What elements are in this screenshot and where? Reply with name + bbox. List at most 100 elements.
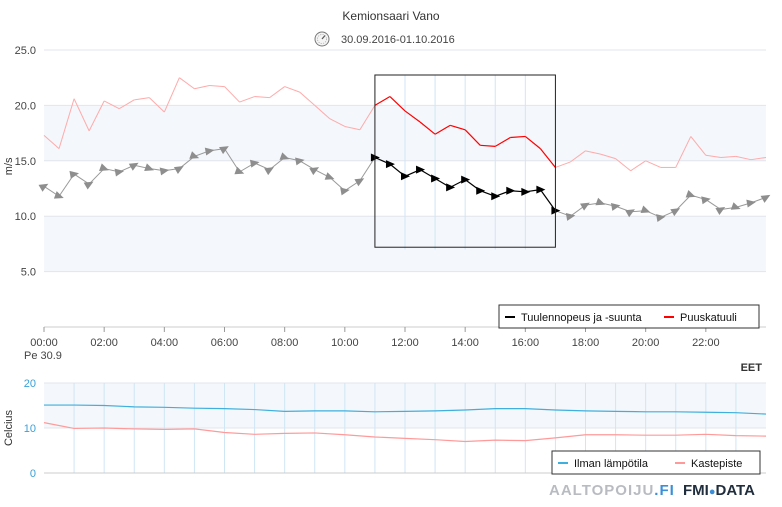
wind-direction-arrow (685, 190, 696, 198)
wind-direction-arrow (461, 175, 471, 184)
wind-direction-arrow (565, 212, 576, 221)
wind-direction-arrow (551, 206, 561, 215)
gust-segment (284, 86, 300, 93)
wind-speed-segment (88, 168, 105, 185)
wind-plot-y-ticks: 5.0 10.0 15.0 20.0 25.0 (15, 45, 36, 279)
temperature-legend-label: Kastepiste (691, 458, 742, 470)
gust-segment (314, 105, 331, 120)
wind-x-tick: 02:00 (90, 337, 118, 349)
gust-segment (103, 100, 120, 110)
temperature-y-axis-label: Celcius (3, 409, 15, 446)
temperature-legend-box (551, 450, 761, 475)
wind-direction-arrow (746, 199, 756, 208)
gust-segment (600, 153, 616, 160)
temperature-y-tick: 20 (24, 378, 36, 390)
wind-x-tick: 22:00 (692, 337, 720, 349)
gust-segment (449, 124, 466, 131)
wind-direction-arrow (295, 157, 305, 166)
wind-direction-arrow (234, 166, 245, 175)
wind-direction-arrow (640, 205, 651, 214)
temperature-y-tick: 0 (30, 468, 36, 480)
wind-x-tick: 18:00 (572, 337, 600, 349)
gust-segment (645, 160, 661, 168)
gust-segment (269, 86, 285, 99)
wind-y-tick: 5.0 (21, 267, 36, 279)
wind-x-tick: 12:00 (391, 337, 419, 349)
wind-direction-arrow (128, 162, 139, 171)
gust-segment (419, 121, 436, 135)
wind-x-tick: 14:00 (451, 337, 479, 349)
gust-segment (555, 161, 571, 168)
wind-direction-arrow (401, 172, 410, 181)
wind-direction-arrow (670, 208, 681, 217)
wind-direction-arrow (536, 185, 546, 194)
gust-segment (209, 84, 225, 88)
wind-direction-arrow (189, 151, 200, 159)
x-axis-date-label: Pe 30.9 (24, 350, 62, 362)
timezone-label: EET (741, 362, 763, 374)
gust-segment (224, 86, 240, 103)
wind-x-tick: 04:00 (151, 337, 179, 349)
gust-segment (735, 155, 752, 161)
wind-y-tick: 15.0 (15, 156, 36, 168)
temperature-plot: 0 10 20 Celcius Ilman lämpötila Kastepiste (3, 378, 767, 480)
gust-segment (148, 97, 165, 113)
wind-direction-arrow (416, 165, 426, 174)
gust-segment (374, 96, 391, 106)
gust-segment (58, 98, 75, 149)
air-temperature-line (44, 404, 767, 415)
gust-segment (179, 77, 195, 90)
gust-segment (134, 97, 150, 101)
wind-x-tick: 00:00 (30, 337, 58, 349)
wind-direction-arrow (324, 172, 335, 180)
gust-segment (630, 160, 646, 172)
gust-segment (570, 150, 586, 163)
wind-direction-arrow (701, 196, 711, 205)
gust-segment (524, 135, 541, 150)
gust-segment (494, 137, 511, 147)
gust-segment (510, 135, 526, 139)
wind-direction-arrow (385, 160, 395, 169)
gust-segment (254, 96, 270, 99)
wind-speed-segment (675, 194, 692, 212)
highlight-window (374, 74, 556, 248)
wind-x-tick: 06:00 (211, 337, 239, 349)
dew-point-line (43, 422, 767, 443)
wind-direction-arrow (69, 170, 80, 179)
gust-segment (194, 84, 210, 90)
wind-direction-arrow (354, 178, 365, 187)
gust-segment (480, 144, 496, 147)
wind-direction-arrow (114, 168, 125, 177)
wind-direction-arrow (279, 152, 290, 160)
wind-direction-arrow (625, 209, 635, 218)
wind-direction-arrow (446, 183, 456, 192)
gust-segment (118, 99, 135, 110)
wind-direction-arrow (506, 186, 516, 195)
wind-plot-hour-lines (404, 75, 526, 250)
wind-direction-arrow (249, 159, 260, 168)
wind-plot-series (38, 74, 771, 328)
date-range: 30.09.2016-01.10.2016 (341, 34, 455, 46)
gust-segment (690, 136, 707, 156)
wind-direction-arrow (730, 202, 741, 210)
wind-direction-arrow (204, 147, 215, 156)
temperature-legend-label: Ilman lämpötila (574, 458, 649, 470)
temperature-plot-hour-lines (44, 383, 766, 474)
wind-direction-arrow (715, 207, 726, 216)
wind-direction-arrow (610, 202, 621, 211)
gust-segment (720, 155, 736, 158)
wind-direction-arrow (53, 191, 64, 199)
gust-segment (329, 118, 346, 127)
temperature-y-tick: 10 (24, 423, 36, 435)
gust-segment (389, 96, 406, 112)
wind-direction-arrow (83, 181, 94, 190)
wind-y-axis-label: m/s (3, 157, 15, 175)
gust-segment (750, 156, 767, 161)
gust-segment (43, 134, 60, 149)
gust-segment (585, 150, 601, 155)
gust-segment (675, 136, 692, 168)
wind-plot: 5.0 10.0 15.0 20.0 25.0 00:00 02:00 04:00 06:00… (3, 45, 771, 374)
gust-segment (239, 96, 255, 103)
wind-direction-arrow (491, 192, 501, 201)
wind-legend-box (498, 304, 760, 329)
